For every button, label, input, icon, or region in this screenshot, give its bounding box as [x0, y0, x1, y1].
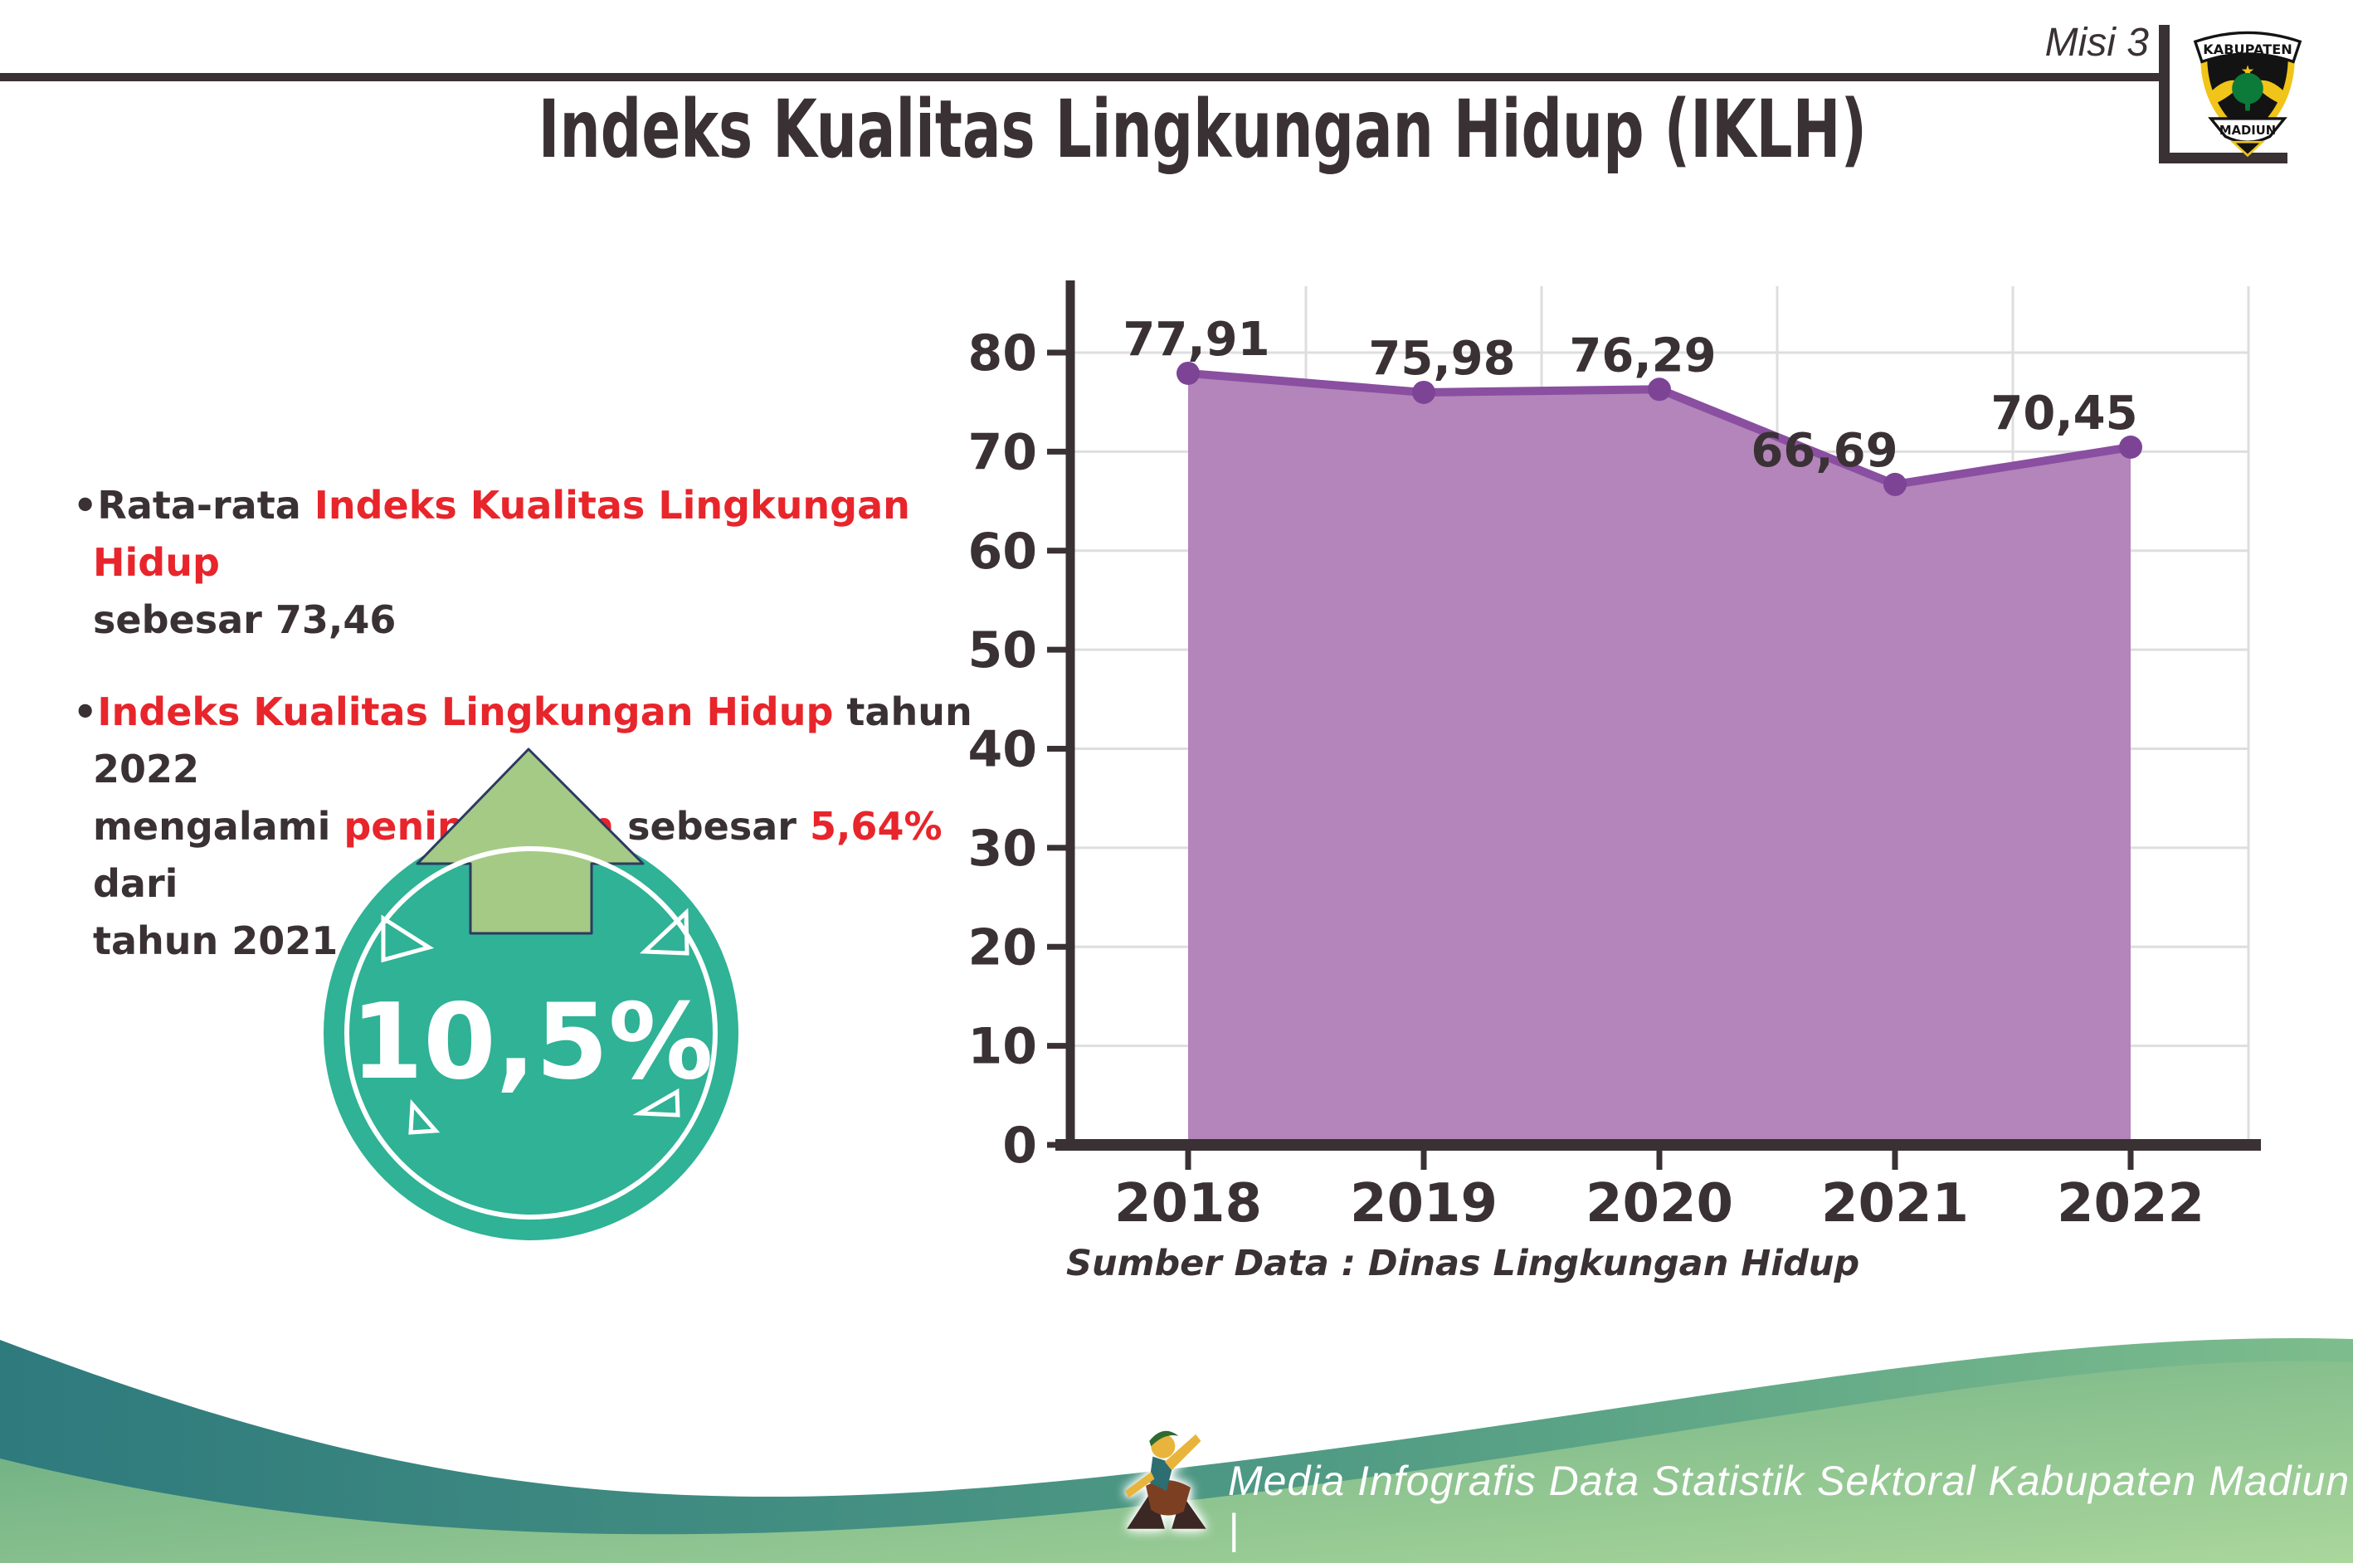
- bullet-marker: •: [73, 689, 98, 734]
- value-label: 77,91: [1123, 313, 1269, 367]
- data-point-marker: [1883, 472, 1907, 496]
- footer-bottom-strip: [0, 1563, 2353, 1568]
- axis-ticks: [1047, 349, 2134, 1170]
- x-tick-label: 2021: [1821, 1173, 1969, 1234]
- misi-label: Misi 3: [2044, 21, 2149, 65]
- value-label: 66,69: [1751, 424, 1898, 478]
- page-title: Indeks Kualitas Lingkungan Hidup (IKLH): [538, 83, 1868, 176]
- value-label: 70,45: [1990, 387, 2137, 441]
- bullet-average-iklh: •Rata-rata Indeks Kualitas Lingkungan Hi…: [73, 483, 910, 642]
- mascot-dancer-icon: [1125, 1430, 1206, 1529]
- value-label: 76,29: [1569, 329, 1716, 382]
- source-note: Sumber Data : Dinas Lingkungan Hidup: [1066, 1243, 1860, 1284]
- logo-shield-tip: [2230, 140, 2265, 158]
- logo-frame-vertical: [2159, 25, 2170, 158]
- y-tick-label: 70: [968, 423, 1038, 481]
- data-point-marker: [1176, 361, 1200, 385]
- y-axis-labels: 0 10 20 30 40 50 60 70 80: [968, 324, 1038, 1175]
- area-series: [1176, 361, 2142, 1146]
- logo-frame-horizontal: [2159, 153, 2287, 163]
- logo-top-text: KABUPATEN: [2203, 41, 2292, 57]
- y-tick-label: 0: [1002, 1117, 1037, 1175]
- badge-spark-se: [632, 1088, 680, 1118]
- badge-inner-ring: [344, 846, 718, 1220]
- badge-percentage: 10,5%: [350, 981, 713, 1103]
- x-tick-label: 2022: [2057, 1173, 2204, 1234]
- badge-circle: [324, 825, 738, 1240]
- footer-wave-green: [0, 1361, 2353, 1568]
- increase-badge: 10,5%: [324, 747, 738, 1240]
- kabupaten-madiun-logo: KABUPATEN ★ MADIUN: [2193, 31, 2302, 158]
- data-point-marker: [1648, 377, 1671, 402]
- up-arrow-icon: [416, 747, 645, 935]
- logo-top-banner: [2193, 31, 2302, 64]
- logo-bottom-text: MADIUN: [2219, 124, 2276, 138]
- x-tick-label: 2020: [1586, 1173, 1733, 1234]
- data-point-marker: [2119, 436, 2142, 460]
- y-tick-label: 10: [968, 1018, 1038, 1076]
- y-tick-label: 60: [968, 523, 1038, 581]
- badge-spark-sw: [408, 1098, 441, 1135]
- iklh-area-chart: 0 10 20 30 40 50 60 70 80 2018 2019 2020 2021 2022 7…: [968, 280, 2261, 1234]
- y-tick-label: 30: [968, 820, 1038, 878]
- y-tick-label: 40: [968, 721, 1038, 779]
- bullet-marker: •: [73, 483, 98, 528]
- y-tick-label: 20: [968, 918, 1038, 976]
- y-tick-label: 50: [968, 621, 1038, 679]
- x-tick-label: 2018: [1114, 1173, 1262, 1234]
- x-tick-label: 2019: [1350, 1173, 1498, 1234]
- badge-spark-ne: [639, 908, 689, 956]
- y-tick-label: 80: [968, 324, 1038, 382]
- value-label: 75,98: [1368, 332, 1515, 386]
- data-point-marker: [1412, 380, 1435, 404]
- logo-tree-trunk: [2243, 90, 2252, 111]
- header-rule: [0, 73, 2161, 81]
- x-axis-labels: 2018 2019 2020 2021 2022: [1114, 1173, 2204, 1234]
- series-area: [1188, 373, 2131, 1146]
- badge-spark-nw: [381, 914, 435, 963]
- footer-caption: Media Infografis Data Statistik Sektoral…: [1228, 1458, 2351, 1552]
- logo-tree: [2232, 72, 2263, 105]
- data-value-labels: 77,91 75,98 76,29 66,69 70,45: [1123, 313, 2137, 478]
- footer-wave: [0, 1338, 2353, 1568]
